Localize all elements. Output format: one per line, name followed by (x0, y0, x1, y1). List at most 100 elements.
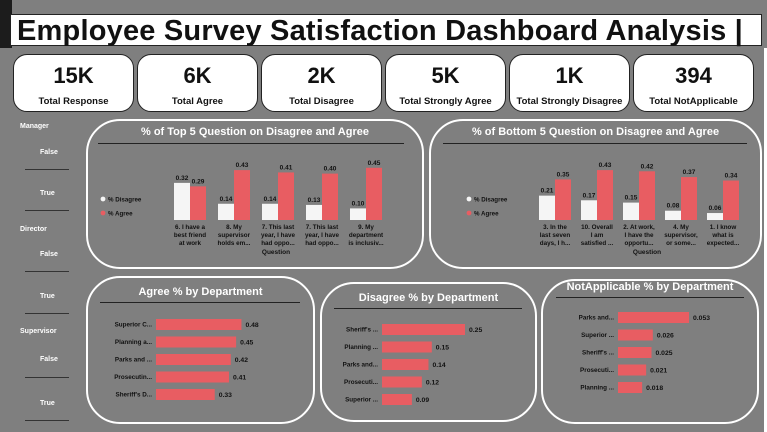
agree-dept-panel (86, 276, 315, 424)
slicer-supervisor-false[interactable]: False (40, 356, 58, 363)
category-label: last seven (540, 232, 571, 239)
slicer-supervisor-title: Supervisor (20, 328, 57, 335)
dashboard-title: Employee Survey Satisfaction Dashboard A… (17, 15, 743, 47)
kpi-total-disagree[interactable]: 2K Total Disagree (261, 54, 382, 112)
kpi-value: 15K (53, 63, 94, 88)
data-label-agree: 0.40 (324, 166, 337, 173)
bar (382, 324, 465, 335)
bar-disagree (581, 200, 597, 220)
slicer-supervisor-true[interactable]: True (40, 400, 55, 407)
slicer-divider (25, 313, 69, 314)
top5-panel (86, 119, 424, 269)
bar (618, 347, 652, 358)
notapplicable-dept-panel (541, 279, 759, 424)
kpi-label: Total Agree (171, 96, 224, 107)
data-label: 0.018 (646, 385, 663, 392)
bar-disagree (350, 208, 366, 220)
slicer-divider (25, 377, 69, 378)
category-label: Sheriff's ... (346, 327, 378, 334)
data-label-agree: 0.29 (192, 178, 205, 185)
data-label-disagree: 0.13 (308, 197, 321, 204)
data-label: 0.053 (693, 315, 710, 322)
data-label-agree: 0.34 (725, 173, 738, 180)
data-label-agree: 0.43 (599, 162, 612, 169)
category-label: 9. My (358, 224, 374, 231)
kpi-total-notapplicable[interactable]: 394 Total NotApplicable (633, 54, 754, 112)
kpi-label: Total Strongly Disagree (516, 96, 623, 107)
category-label: supervisor (218, 232, 251, 239)
data-label: 0.026 (657, 332, 674, 339)
slicer-director-true[interactable]: True (40, 293, 55, 300)
category-label: Prosecuti... (344, 379, 378, 386)
data-label: 0.41 (233, 374, 246, 381)
kpi-total-agree[interactable]: 6K Total Agree (137, 54, 258, 112)
bar (156, 336, 237, 348)
bar-agree (366, 167, 382, 220)
legend-marker-disagree (100, 196, 106, 202)
bar (382, 394, 412, 405)
category-label: supervisor, (664, 232, 698, 239)
data-label: 0.48 (245, 322, 258, 329)
data-label-agree: 0.41 (280, 164, 293, 171)
x-axis-label: Question (262, 249, 290, 256)
category-label: Parks and... (579, 315, 615, 322)
data-label: 0.025 (656, 350, 673, 357)
legend-marker-agree (466, 210, 472, 216)
category-label: Prosecutin... (114, 374, 152, 381)
bar (618, 329, 653, 341)
kpi-total-strongly-agree[interactable]: 5K Total Strongly Agree (385, 54, 506, 112)
category-label: Sheriff's D... (116, 392, 153, 399)
bar (618, 364, 647, 376)
top5-chart-title: % of Top 5 Question on Disagree and Agre… (141, 126, 369, 138)
category-label: Parks and ... (115, 357, 152, 364)
disagree-dept-panel (320, 282, 537, 422)
slicer-divider (25, 420, 69, 421)
category-label: 7. This last (262, 224, 295, 231)
legend-label-disagree: % Disagree (474, 196, 508, 203)
category-label: expected... (707, 240, 740, 247)
slicer-manager-true[interactable]: True (40, 190, 55, 197)
bar-disagree (665, 210, 681, 220)
agree-dept-chart-title: Agree % by Department (138, 286, 263, 298)
category-label: Planning ... (344, 344, 378, 351)
window-edge (0, 0, 12, 48)
bar (382, 341, 432, 353)
category-label: 4. My (673, 224, 689, 231)
bar-disagree (306, 204, 322, 220)
slicer-divider (25, 210, 69, 211)
slicer-manager-false[interactable]: False (40, 149, 58, 156)
category-label: 10. Overall (581, 224, 613, 231)
category-label: what is (711, 232, 734, 239)
category-label: had oppo... (305, 240, 339, 247)
category-label: Sheriff's ... (582, 350, 614, 357)
data-label-disagree: 0.14 (220, 196, 233, 203)
category-label: department (349, 232, 384, 239)
legend-label-agree: % Agree (108, 210, 133, 217)
right-edge (764, 48, 767, 432)
category-label: Superior ... (345, 397, 378, 404)
disagree-dept-chart: Sheriff's ... 0.25 Planning ... 0.15 Parks a… (343, 324, 482, 405)
bar-agree (555, 179, 571, 220)
top5-chart: % Disagree % Agree 0.32 0.29 6. I have abest… (100, 160, 384, 256)
title-underline (100, 302, 300, 303)
kpi-total-response[interactable]: 15K Total Response (13, 54, 134, 112)
bar-disagree (707, 213, 723, 220)
notapplicable-dept-chart: Parks and... 0.053 Superior ... 0.026 Sherif… (579, 312, 710, 393)
disagree-dept-chart-title: Disagree % by Department (358, 292, 499, 304)
data-label-disagree: 0.15 (625, 195, 638, 202)
slicer-manager-title: Manager (20, 123, 49, 130)
data-label-disagree: 0.06 (709, 205, 722, 212)
data-label: 0.33 (219, 392, 232, 399)
data-label-agree: 0.35 (557, 171, 570, 178)
bottom5-chart-title: % of Bottom 5 Question on Disagree and A… (471, 126, 720, 138)
data-label-disagree: 0.10 (352, 200, 365, 207)
bar (156, 354, 231, 365)
data-label-agree: 0.43 (236, 162, 249, 169)
data-label: 0.021 (650, 367, 667, 374)
data-label-disagree: 0.32 (176, 175, 189, 182)
category-label: is inclusiv... (348, 240, 383, 247)
bar-agree (234, 170, 250, 220)
kpi-total-strongly-disagree[interactable]: 1K Total Strongly Disagree (509, 54, 630, 112)
slicer-director-false[interactable]: False (40, 251, 58, 258)
